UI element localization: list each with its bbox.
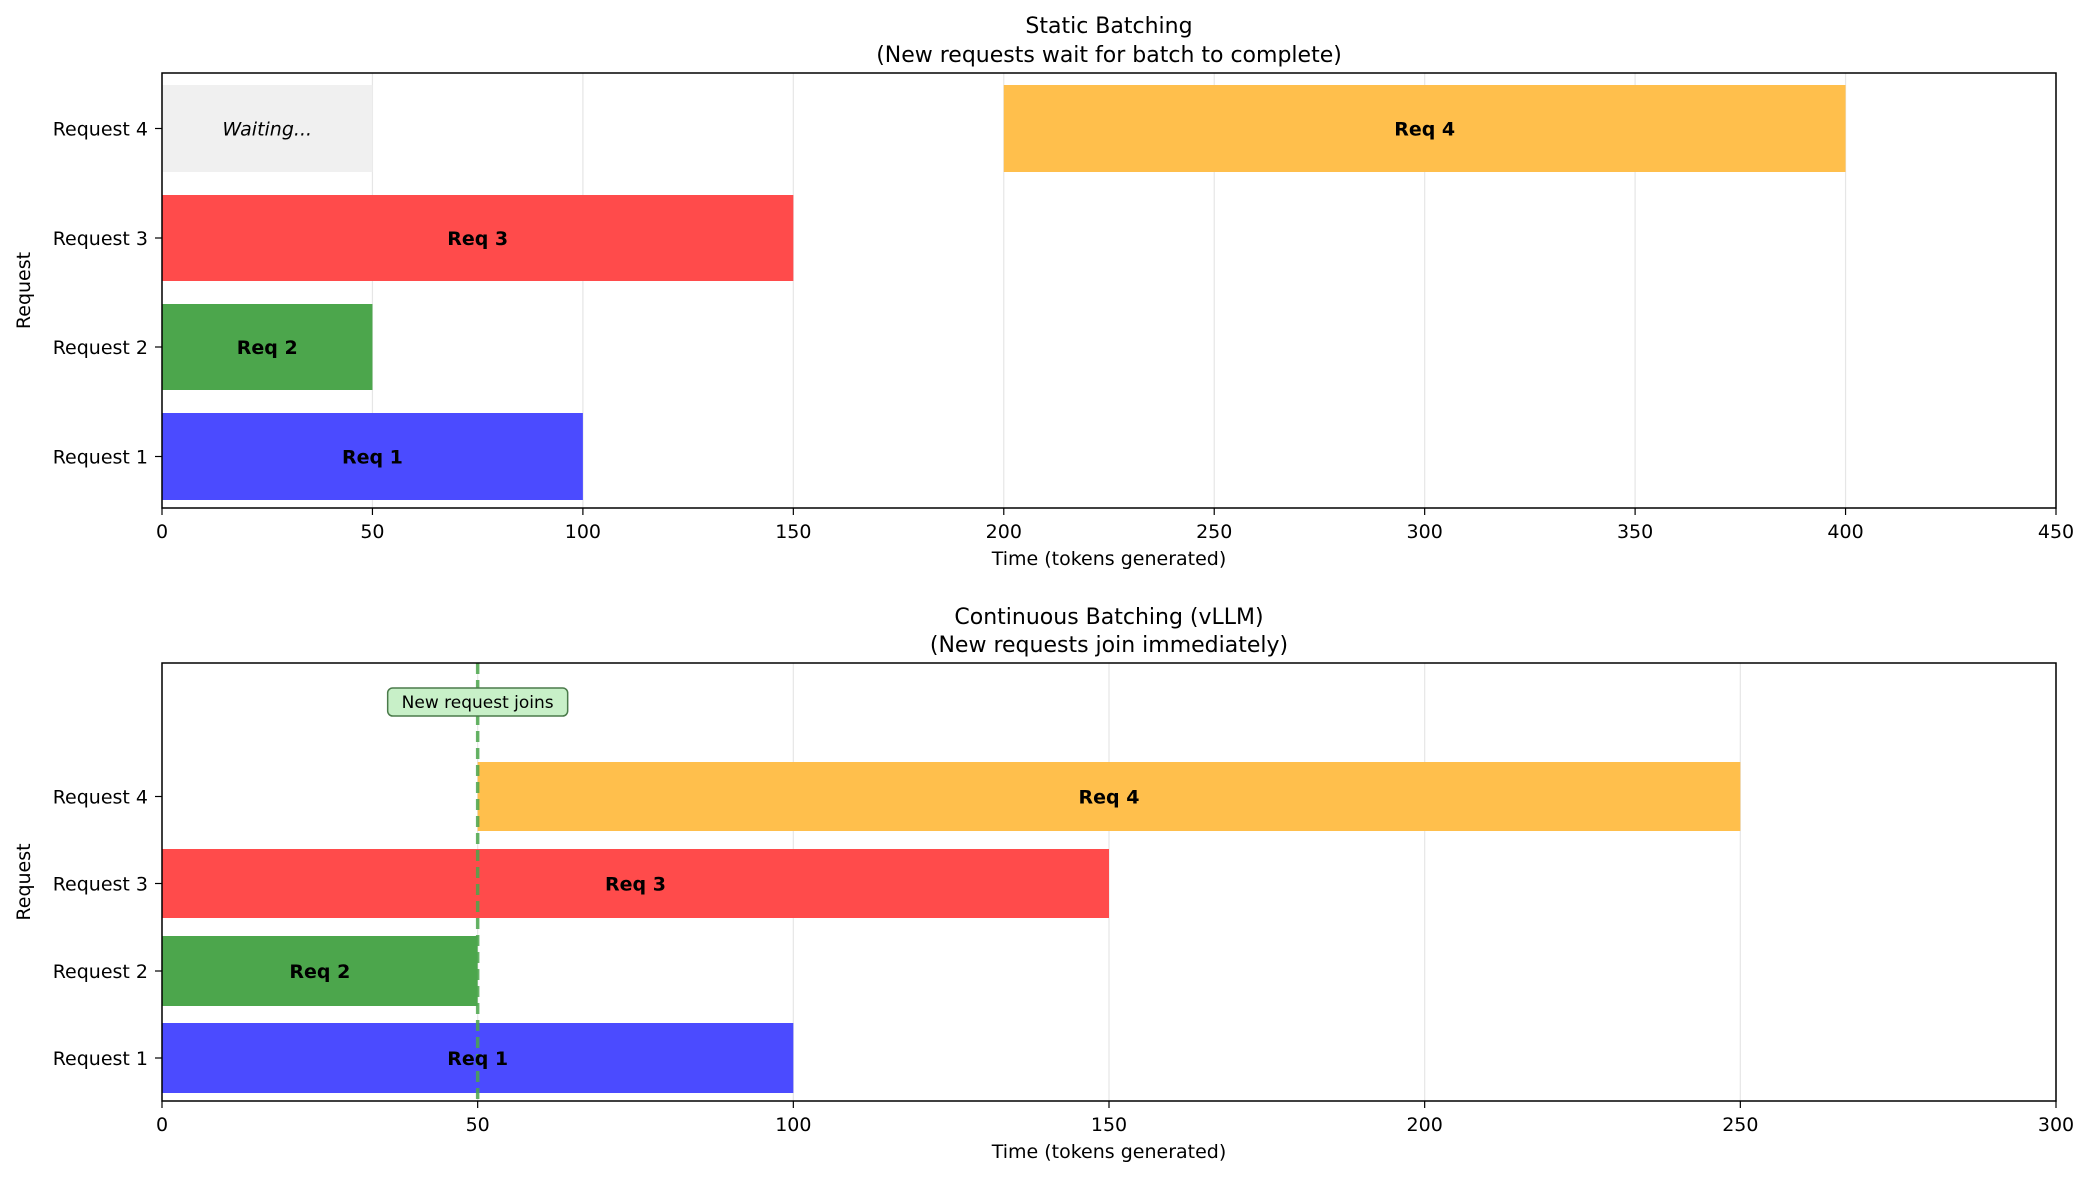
annotation-box [386,687,569,717]
bar-label: Req 4 [1079,787,1140,809]
continuous-batching-chart: Continuous Batching (vLLM) (New requests … [13,605,2074,1163]
y-tick-label: Request 1 [53,447,148,469]
x-tick-label: 0 [156,1114,168,1136]
y-axis-label: Request [13,252,35,329]
y-tick-label: Request 4 [53,119,148,141]
x-tick-label: 100 [775,1114,811,1136]
bar-label: Req 1 [342,447,403,469]
bar-label: Req 4 [1394,119,1455,141]
bar-req-3 [162,849,1109,918]
chart-subtitle: (New requests wait for batch to complete… [876,43,1342,68]
bar-label: Req 2 [289,961,350,983]
y-tick-label: Request 4 [53,787,148,809]
bar-label: Req 3 [605,874,666,896]
x-tick-label: 150 [1091,1114,1127,1136]
y-axis-label: Request [13,843,35,920]
plot-frame [161,72,2057,509]
y-tick-label: Request 1 [53,1048,148,1070]
x-tick-label: 150 [775,521,811,543]
x-axis-label: Time (tokens generated) [991,548,1227,570]
x-tick-label: 450 [2038,521,2074,543]
bar-req-2 [162,936,478,1006]
bar-req-2 [162,304,373,390]
bar-label: Req 1 [447,1048,508,1070]
bar-req-4 [1003,85,1846,172]
x-tick-label: 0 [156,521,168,543]
chart-title: Continuous Batching (vLLM) [954,605,1263,630]
chart-subtitle: (New requests join immediately) [930,633,1288,658]
x-tick-label: 250 [1722,1114,1758,1136]
x-tick-label: 200 [986,521,1022,543]
static-batching-chart: Static Batching (New requests wait for ba… [13,14,2074,570]
annotation-text: New request joins [402,693,554,713]
x-tick-label: 350 [1617,521,1653,543]
y-tick-label: Request 2 [53,961,148,983]
x-tick-label: 250 [1196,521,1232,543]
x-axis-label: Time (tokens generated) [991,1141,1227,1163]
bar-req-1 [162,413,583,500]
bar-req-4 [477,762,1741,831]
bar-req-3 [162,195,794,281]
x-tick-label: 400 [1827,521,1863,543]
x-tick-label: 300 [1407,521,1443,543]
x-tick-label: 100 [565,521,601,543]
waiting-label: Waiting... [222,119,312,141]
chart-title: Static Batching [1025,14,1192,39]
x-tick-label: 200 [1407,1114,1443,1136]
y-tick-label: Request 2 [53,337,148,359]
x-tick-label: 50 [466,1114,490,1136]
x-tick-label: 50 [360,521,384,543]
y-tick-label: Request 3 [53,228,148,250]
y-tick-label: Request 3 [53,874,148,896]
bar-label: Req 2 [237,337,298,359]
x-tick-label: 300 [2038,1114,2074,1136]
bar-label: Req 3 [447,228,508,250]
waiting-bar [162,85,373,172]
